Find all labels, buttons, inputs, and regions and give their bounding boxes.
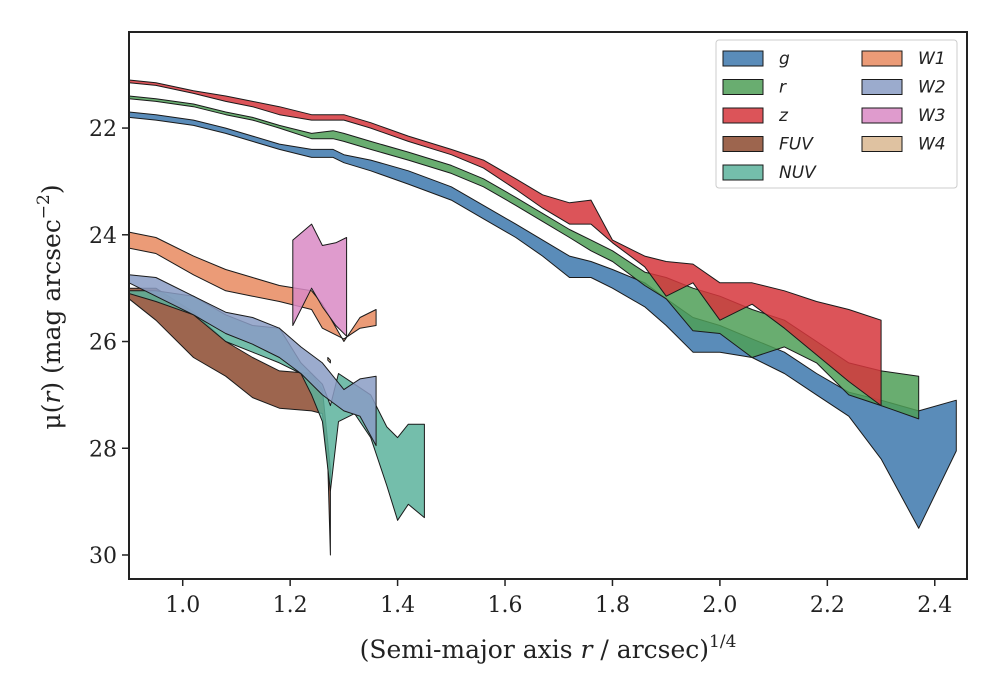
- y-axis-title-variable: r: [37, 390, 66, 404]
- legend-swatch-z: [722, 107, 764, 124]
- legend-label-g: g: [779, 49, 790, 69]
- x-axis-title-part: (Semi-major axis: [360, 635, 581, 664]
- legend-swatch-fuv: [722, 136, 764, 152]
- band-z: [128, 79, 882, 407]
- legend-swatch-g: [722, 50, 764, 67]
- y-axis-title-part: μ(: [37, 404, 66, 430]
- legend-swatch-w2: [861, 79, 903, 95]
- x-axis-title: (Semi-major axis r / arcsec)1/4: [360, 632, 737, 664]
- legend-label-w3: W3: [918, 106, 946, 126]
- legend-label-z: z: [778, 106, 789, 126]
- band-g: [128, 111, 957, 529]
- y-tick-label: 22: [89, 117, 117, 142]
- legend-swatch-w4: [861, 136, 903, 152]
- x-axis: 1.0 1.2 1.4 1.6 1.8 2.0 2.2 2.4: [165, 579, 952, 618]
- y-tick-label: 24: [89, 224, 117, 249]
- legend-label-nuv: NUV: [779, 163, 817, 183]
- y-axis-title-part: ) (mag arcsec: [37, 219, 66, 392]
- y-tick-label: 30: [89, 544, 117, 569]
- x-tick-label: 1.2: [273, 593, 308, 618]
- legend-label-fuv: FUV: [779, 135, 814, 155]
- legend-label-w2: W2: [918, 78, 946, 98]
- legend-swatch-w1: [861, 50, 903, 67]
- legend-swatch-nuv: [722, 164, 764, 181]
- x-tick-label: 2.0: [702, 593, 737, 618]
- legend-swatch-w3: [861, 107, 903, 124]
- plot-frame: [128, 31, 968, 580]
- y-axis-title-part: ): [37, 184, 66, 194]
- band-w1: [128, 231, 377, 342]
- x-tick-label: 1.6: [488, 593, 523, 618]
- x-tick-label: 1.8: [595, 593, 630, 618]
- legend-label-r: r: [779, 78, 787, 98]
- legend-label-w1: W1: [918, 49, 946, 69]
- y-tick-label: 26: [89, 331, 117, 356]
- band-r: [128, 95, 920, 420]
- x-tick-label: 2.4: [917, 593, 952, 618]
- x-axis-title-part: / arcsec): [592, 635, 709, 664]
- x-tick-label: 1.0: [165, 593, 200, 618]
- band-w2: [128, 274, 377, 447]
- band-w4: [327, 357, 331, 364]
- y-tick-label: 28: [89, 437, 117, 462]
- x-tick-label: 2.2: [810, 593, 845, 618]
- y-axis: 22 24 26 28 30: [89, 117, 129, 569]
- y-axis-title-exponent: −2: [34, 194, 54, 219]
- legend-label-w4: W4: [918, 135, 946, 155]
- legend: grz FUV NUV W1 W2 W3 W4: [715, 39, 958, 189]
- y-axis-title: μ(r) (mag arcsec−2): [34, 184, 66, 429]
- legend-swatch-r: [722, 79, 764, 95]
- x-axis-title-variable: r: [581, 635, 595, 664]
- band-fuv: [128, 287, 331, 556]
- series-bands: [128, 79, 957, 556]
- x-axis-title-exponent: 1/4: [709, 632, 736, 652]
- band-w3: [292, 223, 348, 337]
- x-tick-label: 1.4: [380, 593, 415, 618]
